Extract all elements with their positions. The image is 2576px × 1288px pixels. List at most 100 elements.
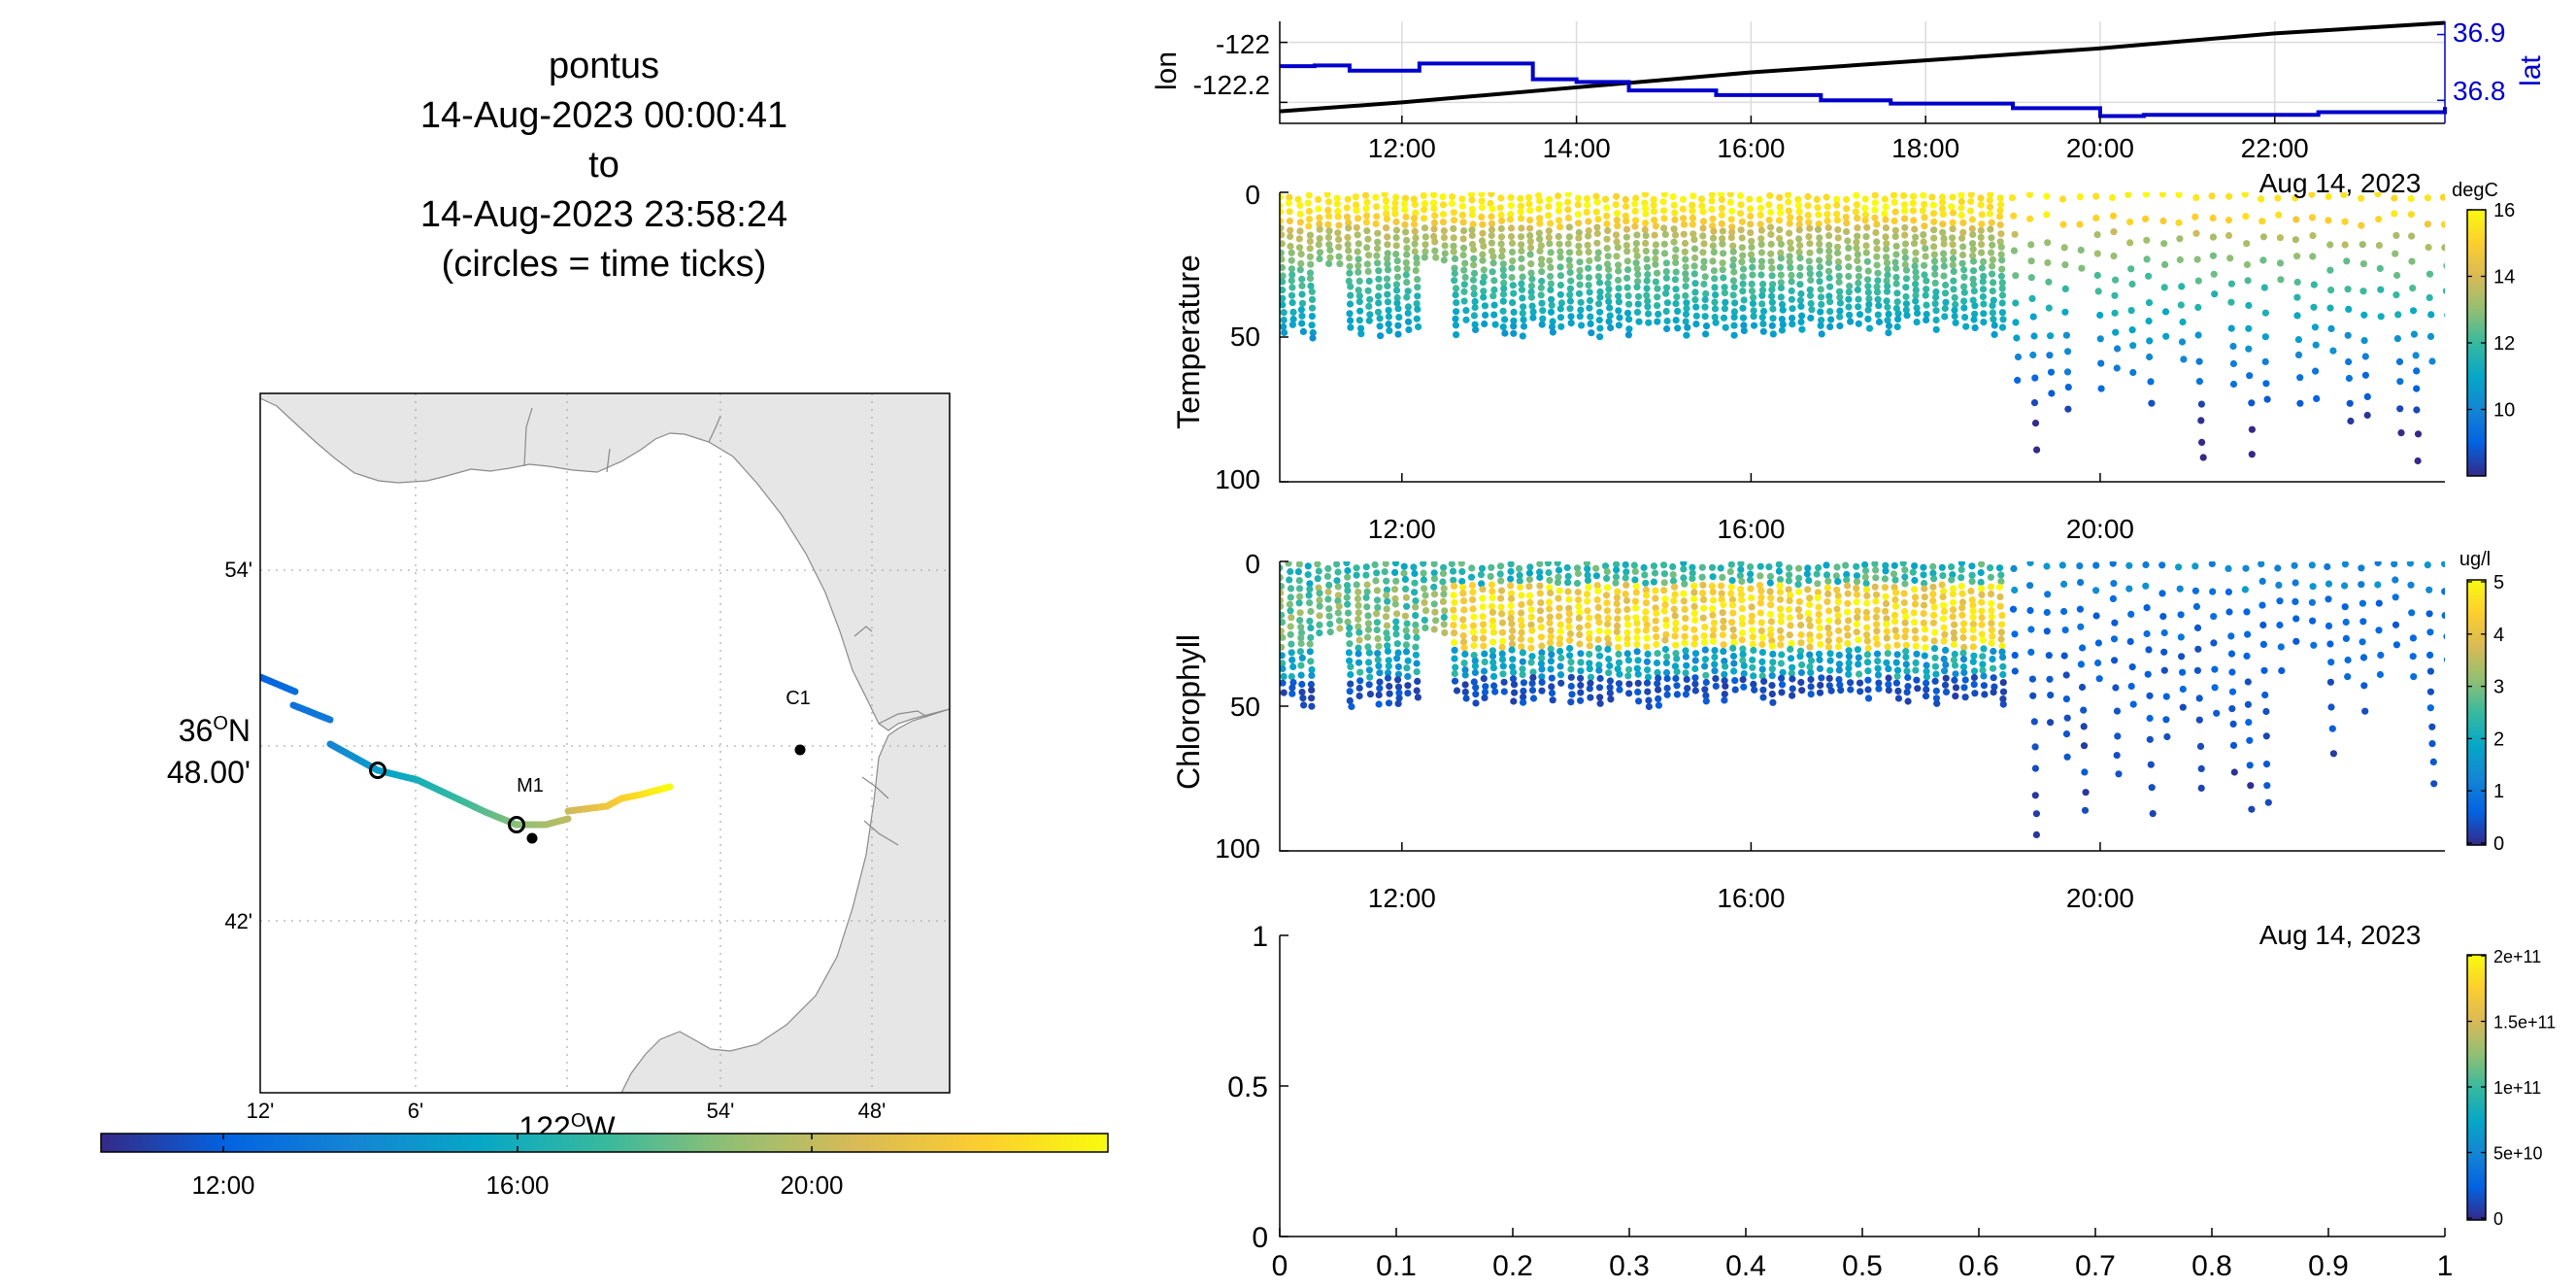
chlorophyll-point-215 — [1395, 695, 1403, 702]
temperature-point-1324 — [1995, 213, 2004, 220]
chlorophyll-point-572 — [1595, 666, 1603, 674]
temperature-point-1228 — [1941, 313, 1949, 321]
chlorophyll-point-115 — [1345, 649, 1353, 657]
temperature-point-1444 — [2192, 193, 2200, 202]
temperature-point-1140 — [1893, 322, 1901, 331]
temperature-point-741 — [1689, 207, 1696, 215]
chlorophyll-point-1166 — [1911, 586, 1919, 593]
temperature-point-64 — [1307, 260, 1315, 268]
chlorophyll-point-937 — [1786, 631, 1793, 639]
chlorophyll-point-523 — [1573, 579, 1582, 588]
chlorophyll-point-1064 — [1855, 654, 1862, 661]
chlorophyll-point-1140 — [1892, 679, 1900, 687]
temperature-point-587 — [1604, 280, 1612, 288]
temperature-point-928 — [1786, 229, 1793, 237]
temperature-point-1032 — [1843, 195, 1851, 203]
chlorophyll-point-292 — [1452, 663, 1459, 671]
temperature-point-724 — [1680, 230, 1688, 238]
chlorophyll-point-829 — [1729, 632, 1738, 641]
chlorophyll-point-467 — [1546, 576, 1554, 585]
chlorophyll-point-238 — [1412, 597, 1420, 605]
temperature-point-340 — [1478, 203, 1487, 212]
temperature-point-1219 — [1940, 240, 1948, 248]
temperature-point-51 — [1297, 306, 1305, 314]
chlorophyll-point-1139 — [1893, 672, 1901, 680]
temperature-point-1396 — [2097, 359, 2105, 367]
temperature-point-554 — [1587, 313, 1594, 321]
temperature-point-240 — [1411, 220, 1419, 228]
chlorophyll-point-1309 — [1987, 573, 1994, 581]
temperature-point-1265 — [1967, 192, 1975, 198]
chlorophyll-point-1045 — [1845, 647, 1853, 655]
temperature-point-584 — [1603, 260, 1612, 268]
chlorophyll-point-1515 — [2310, 641, 2318, 649]
temperature-point-579 — [1603, 220, 1611, 227]
temperature-point-590 — [1605, 297, 1613, 305]
temperature-point-833 — [1738, 218, 1746, 225]
chlorophyll-point-592 — [1605, 669, 1613, 677]
chlorophyll-point-644 — [1633, 633, 1641, 642]
temperature-point-73 — [1309, 328, 1317, 337]
temperature-point-1004 — [1825, 254, 1833, 261]
chlorophyll-point-1535 — [2359, 599, 2366, 607]
chlorophyll-point-51 — [1298, 680, 1306, 689]
temperature-point-1104 — [1881, 210, 1889, 218]
chlorophyll-point-339 — [1479, 603, 1487, 611]
temperature-point-1286 — [1978, 211, 1986, 219]
temperature-point-428 — [1520, 316, 1527, 323]
temperature-point-399 — [1507, 232, 1516, 241]
chlorophyll-point-1276 — [1968, 596, 1976, 604]
temperature-point-639 — [1633, 253, 1641, 260]
chlorophyll-point-661 — [1643, 621, 1651, 628]
temperature-point-1114 — [1883, 277, 1890, 285]
chlorophyll-point-1039 — [1844, 599, 1852, 607]
chlorophyll-point-194 — [1386, 682, 1393, 691]
chlorophyll-point-569 — [1594, 645, 1602, 653]
temperature-point-1414 — [2128, 326, 2136, 334]
empty-panel-ticks — [1279, 934, 2446, 1237]
temperature-point-670 — [1650, 208, 1657, 216]
temperature-point-388 — [1499, 290, 1508, 298]
chlorophyll-point-282 — [1450, 582, 1458, 591]
chlorophyll-point-117 — [1347, 662, 1355, 671]
chlorophyll-point-1274 — [1968, 578, 1976, 586]
temperature-point-1331 — [1998, 265, 2006, 273]
chlorophyll-point-1339 — [1999, 670, 2007, 679]
chlorophyll-point-209 — [1393, 655, 1401, 662]
chlorophyll-point-1135 — [1893, 641, 1901, 649]
temperature-point-1187 — [1921, 271, 1928, 279]
chlorophyll-point-1191 — [1923, 661, 1930, 669]
chlorophyll-point-279 — [1448, 561, 1455, 568]
temperature-point-905 — [1776, 203, 1784, 211]
chlorophyll-point-315 — [1468, 564, 1476, 572]
temperature-point-65 — [1306, 269, 1315, 277]
temperature-point-72 — [1308, 322, 1316, 329]
chlorophyll-point-197 — [1391, 561, 1400, 567]
chlorophyll-point-654 — [1641, 571, 1649, 579]
chlorophyll-point-257 — [1422, 607, 1430, 615]
chlorophyll-point-61 — [1307, 607, 1315, 616]
temperature-point-1131 — [1891, 258, 1899, 266]
chlorophyll-point-1120 — [1885, 665, 1892, 673]
temperature-point-161 — [1373, 213, 1381, 220]
map-lat-label-54: 54' — [224, 558, 252, 582]
chlorophyll-point-81 — [1316, 612, 1323, 620]
temperature-point-951 — [1796, 263, 1804, 272]
temperature-point-239 — [1410, 215, 1419, 222]
temperature-point-790 — [1711, 313, 1719, 322]
temperature-point-1132 — [1892, 264, 1900, 272]
temperature-point-781 — [1709, 242, 1717, 250]
temperature-point-1235 — [1949, 241, 1957, 249]
temperature-point-1300 — [1980, 319, 1988, 326]
temperature-point-1155 — [1902, 300, 1910, 308]
temperature-point-470 — [1545, 212, 1553, 220]
temperature-point-389 — [1499, 297, 1507, 305]
chlorophyll-point-1178 — [1914, 685, 1922, 693]
temperature-point-233 — [1404, 309, 1412, 317]
chlorophyll-point-465 — [1544, 561, 1552, 567]
temperature-point-1326 — [1997, 230, 2005, 238]
chlorophyll-point-1294 — [1978, 591, 1986, 598]
chlorophyll-point-1012 — [1826, 666, 1834, 674]
temperature-point-1512 — [2308, 214, 2317, 221]
temperature-point-647 — [1633, 308, 1642, 316]
